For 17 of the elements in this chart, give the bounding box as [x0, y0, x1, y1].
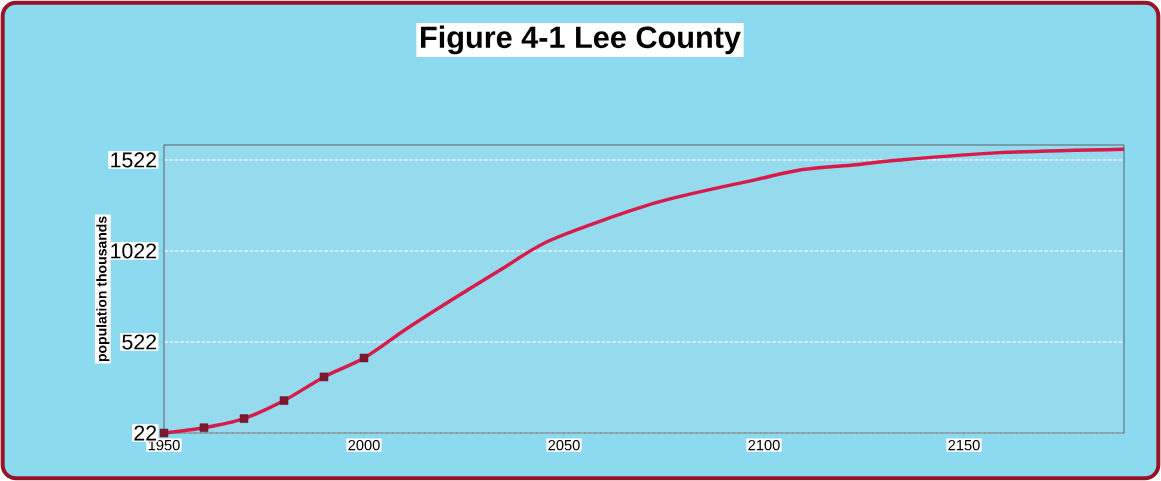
- point: [199, 423, 209, 432]
- point: [359, 353, 369, 363]
- point: [319, 372, 329, 382]
- point: [239, 414, 249, 423]
- y-tick-label: 22: [134, 425, 156, 441]
- x-tick-label: 2150: [948, 439, 980, 451]
- y-tick-label: 1022: [111, 243, 156, 259]
- x-tick-label: 2100: [748, 439, 780, 451]
- x-tick-label: 2050: [548, 439, 580, 451]
- point: [159, 428, 169, 438]
- point: [279, 396, 289, 405]
- chart-title: Figure 4-1 Lee County: [421, 25, 741, 55]
- x-tick-label: 1950: [148, 439, 180, 451]
- y-axis-title: population thousands: [96, 216, 110, 362]
- x-tick-label: 2000: [348, 439, 380, 451]
- y-tick-label: 522: [122, 334, 156, 350]
- y-tick-label: 1522: [111, 152, 156, 168]
